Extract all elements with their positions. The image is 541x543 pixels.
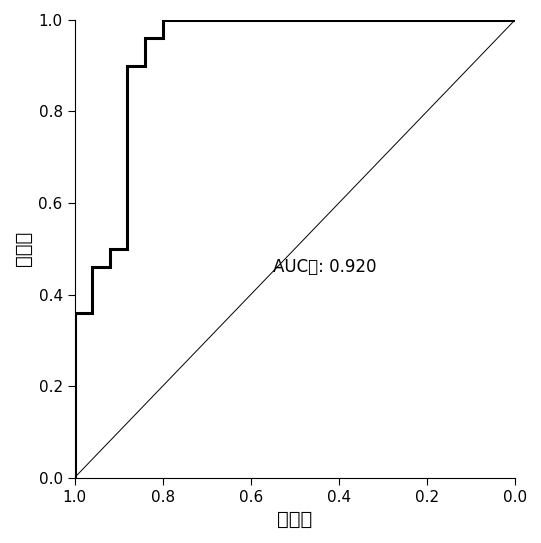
X-axis label: 特异性: 特异性 [277,510,312,529]
Text: AUC値: 0.920: AUC値: 0.920 [273,258,376,276]
Y-axis label: 敏感性: 敏感性 [14,231,33,267]
